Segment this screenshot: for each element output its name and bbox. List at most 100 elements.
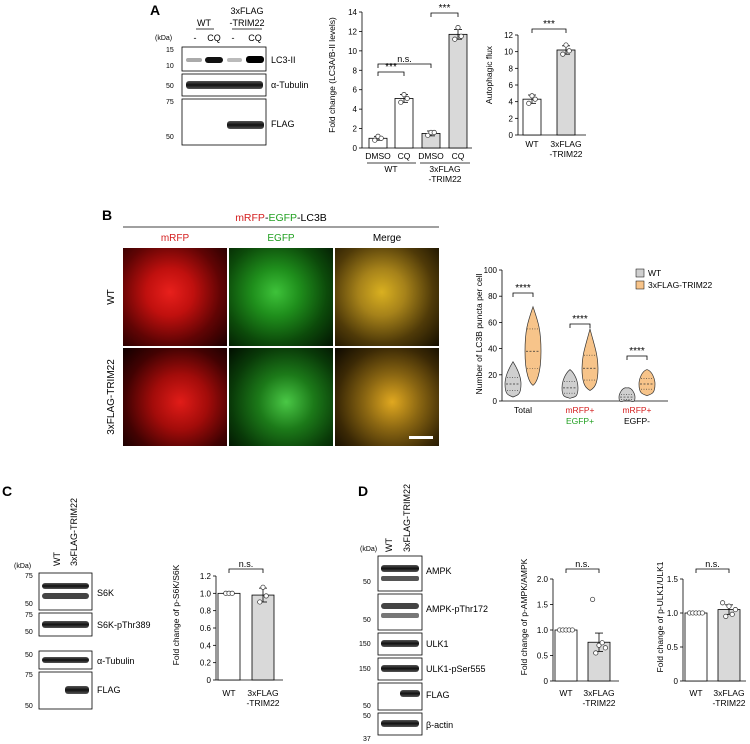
d-chart1-x1b: -TRIM22 — [582, 698, 615, 708]
a-col-trim2: -TRIM22 — [229, 18, 264, 28]
b-col-merge: Merge — [373, 233, 402, 244]
data-point — [260, 584, 266, 590]
b-title-egfp: EGFP — [268, 212, 297, 224]
y-tick-label: 2 — [353, 125, 358, 134]
data-point — [398, 99, 404, 105]
bar — [394, 98, 414, 149]
b-scale-bar — [409, 436, 433, 439]
y-tick-label: 12 — [504, 31, 513, 40]
data-point — [699, 610, 705, 616]
y-tick-label: 40 — [488, 345, 497, 354]
c-mk3: 50 — [25, 629, 33, 636]
sig-bracket — [377, 71, 405, 76]
sig-bracket — [695, 568, 730, 573]
a-chart-autophagic-flux: 0 2 4 6 8 10 12 *** — [504, 19, 586, 140]
data-point — [732, 607, 738, 613]
bar — [684, 612, 708, 682]
data-point — [729, 611, 735, 617]
sig-label: **** — [629, 346, 645, 357]
micro-wt-mrfp — [123, 248, 227, 346]
y-tick-label: 0 — [544, 677, 549, 686]
y-tick-label: 10 — [504, 48, 513, 57]
data-point — [257, 599, 263, 605]
sig-label: *** — [439, 3, 451, 14]
a-blot-lc3-label: LC3-II — [271, 55, 296, 65]
d-blot-actin-label: β-actin — [426, 720, 453, 730]
y-tick-label: 80 — [488, 292, 497, 301]
a-chart2-x0: WT — [525, 139, 538, 149]
data-point — [590, 596, 596, 602]
c-lane-trim: 3xFLAG-TRIM22 — [69, 498, 79, 566]
d-mk5: 50 — [363, 713, 371, 720]
data-point — [455, 24, 461, 31]
a-chart1-grp-wt: WT — [384, 164, 397, 174]
violin — [581, 327, 599, 391]
bar — [554, 629, 578, 682]
a-chart2-x1a: 3xFLAG — [550, 139, 581, 149]
y-tick-label: 6 — [509, 81, 514, 90]
a-blot-tub-label: α-Tubulin — [271, 80, 308, 90]
y-tick-label: 1.2 — [200, 572, 212, 581]
y-tick-label: 1.0 — [200, 589, 212, 598]
c-x1a: 3xFLAG — [247, 688, 278, 698]
micro-trim-egfp — [229, 348, 333, 446]
d-mk6: 37 — [363, 736, 371, 743]
y-tick-label: 0.8 — [200, 607, 212, 616]
c-mk1: 50 — [25, 601, 33, 608]
sig-bracket — [565, 568, 600, 573]
d-blot-ampk — [377, 555, 423, 592]
data-point — [560, 51, 566, 57]
a-mk-flag50: 50 — [166, 134, 174, 141]
d-mk4: 50 — [363, 703, 371, 710]
b-title-mrfp: mRFP — [235, 212, 265, 224]
y-tick-label: 100 — [484, 266, 498, 275]
sig-bracket — [569, 323, 591, 328]
c-mk6: 50 — [25, 703, 33, 710]
data-point — [229, 590, 235, 596]
d-mk0: 50 — [363, 579, 371, 586]
b-x-egfp1: EGFP+ — [566, 416, 594, 426]
bar — [217, 592, 241, 681]
d-mk2: 150 — [359, 641, 371, 648]
a-lane-minus2: - — [232, 33, 235, 43]
panel-label-b: B — [102, 207, 112, 223]
b-legend-wt: WT — [648, 268, 661, 278]
sig-bracket — [377, 63, 432, 68]
data-point — [529, 93, 535, 99]
data-point — [726, 603, 732, 609]
a-blot-flag-label: FLAG — [271, 119, 295, 129]
data-point — [720, 600, 726, 606]
sig-label: *** — [385, 62, 397, 73]
a-chart2-ylabel: Autophagic flux — [484, 45, 494, 104]
a-col-wt: WT — [197, 18, 211, 28]
d-chart-pulk1: 0 0.5 1.0 1.5 n.s. — [667, 559, 746, 686]
y-tick-label: 8 — [353, 66, 358, 75]
data-point — [458, 33, 464, 39]
sig-bracket — [531, 28, 567, 33]
bar — [522, 98, 542, 136]
a-lane-minus1: - — [194, 33, 197, 43]
a-chart1-x0: DMSO — [365, 151, 391, 161]
b-col-egfp: EGFP — [267, 233, 295, 244]
b-x-mrfp2: mRFP+ — [622, 405, 651, 415]
data-point — [452, 36, 458, 42]
y-tick-label: 6 — [353, 86, 358, 95]
d-blot-flag — [377, 682, 423, 711]
b-x-mrfp1: mRFP+ — [565, 405, 594, 415]
y-tick-label: 20 — [488, 371, 497, 380]
sig-bracket — [228, 568, 264, 573]
violin — [638, 369, 656, 397]
d-lane-trim: 3xFLAG-TRIM22 — [402, 484, 412, 552]
c-kda: (kDa) — [14, 563, 31, 570]
c-x0: WT — [222, 688, 235, 698]
a-chart1-x3: CQ — [452, 151, 465, 161]
y-tick-label: 0 — [509, 131, 514, 140]
d-chart1-ylabel: Fold change of p-AMPK/AMPK — [519, 558, 529, 675]
micro-trim-mrfp — [123, 348, 227, 446]
c-blot-s6k-label: S6K — [97, 588, 114, 598]
data-point — [263, 593, 269, 599]
a-mk-flag75: 75 — [166, 99, 174, 106]
a-chart1-x1: CQ — [398, 151, 411, 161]
y-tick-label: 0.2 — [200, 659, 212, 668]
